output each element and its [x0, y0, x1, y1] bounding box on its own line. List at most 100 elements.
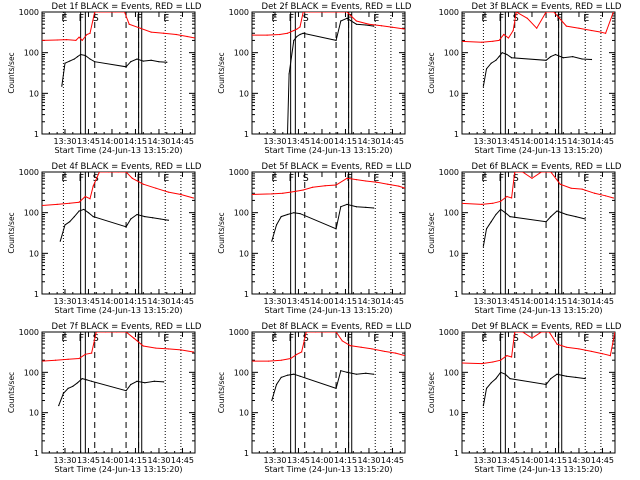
y-tick-label: 1	[244, 130, 249, 139]
series-point-events	[335, 39, 337, 42]
flag-label: F	[137, 173, 142, 184]
series-point-events	[509, 216, 511, 218]
x-tick-label: 14:45	[171, 297, 194, 306]
flag-label: F	[137, 333, 142, 344]
flag-label: S	[303, 13, 309, 24]
series-point-lld	[355, 20, 358, 22]
y-tick-label: 1	[454, 130, 459, 139]
x-tick-label: 13:45	[287, 137, 310, 146]
series-group	[462, 172, 615, 247]
y-axis-label: Counts/sec	[217, 372, 226, 413]
y-axis-label: Counts/sec	[427, 52, 436, 93]
series-point-lld	[65, 38, 68, 41]
series-point-lld	[56, 39, 58, 41]
series-point-lld	[95, 332, 97, 333]
series-point-lld	[94, 12, 96, 13]
series-point-events	[163, 381, 165, 383]
series-point-lld	[105, 332, 107, 333]
series-point-lld	[180, 349, 182, 351]
series-point-events	[166, 61, 168, 63]
series-point-lld	[514, 172, 516, 173]
y-tick-label: 10	[239, 409, 249, 418]
series-point-lld	[614, 332, 615, 333]
series-point-lld	[54, 359, 57, 361]
series-point-events	[556, 373, 558, 375]
series-point-events	[136, 213, 138, 216]
x-tick-label: 14:00	[310, 297, 333, 306]
series-point-lld	[565, 346, 568, 348]
series-point-events	[136, 380, 138, 382]
y-tick-label: 10	[449, 249, 459, 258]
y-tick-label: 1000	[439, 8, 459, 17]
series-point-lld	[387, 183, 389, 185]
series-point-lld	[404, 187, 405, 189]
y-tick-label: 1	[454, 290, 459, 299]
series-point-lld	[266, 34, 268, 36]
x-tick-label: 13:45	[497, 137, 520, 146]
series-point-lld	[302, 189, 304, 191]
panel-det-1: Det 1f BLACK = Events, RED = LLD 1 10 100 10…	[7, 2, 202, 155]
flag-label: E	[61, 173, 67, 184]
flag-label: E	[373, 333, 379, 344]
series-point-lld	[500, 359, 502, 361]
y-tick-label: 1	[454, 449, 459, 458]
series-point-lld	[506, 354, 508, 357]
series-point-events	[340, 206, 342, 208]
series-point-events	[58, 404, 60, 407]
series-point-events	[64, 224, 66, 226]
series-point-lld	[155, 347, 157, 349]
series-point-events	[373, 207, 375, 209]
flag-label: E	[163, 173, 169, 184]
y-tick-label: 1	[244, 290, 249, 299]
y-tick-label: 1	[34, 130, 39, 139]
flag-label: E	[373, 13, 379, 24]
y-tick-label: 100	[444, 209, 459, 218]
series-point-lld	[503, 33, 505, 36]
series-point-events	[355, 23, 358, 25]
series-point-events	[153, 380, 155, 382]
series-line-events	[482, 371, 586, 406]
series-point-lld	[612, 12, 615, 13]
flag-label: E	[61, 333, 67, 344]
x-tick-label: 13:45	[287, 456, 310, 465]
series-point-events	[355, 373, 358, 375]
series-point-lld	[380, 25, 383, 27]
series-point-lld	[556, 343, 558, 345]
series-point-events	[482, 404, 485, 407]
series-point-lld	[511, 197, 513, 199]
series-point-events	[495, 59, 497, 61]
series-point-events	[335, 387, 337, 389]
series-line-lld	[462, 12, 614, 43]
series-point-lld	[498, 39, 500, 42]
series-point-lld	[337, 12, 339, 13]
series-group	[252, 12, 405, 134]
series-point-lld	[594, 192, 596, 194]
x-tick-label: 14:00	[310, 456, 333, 465]
x-tick-label: 14:00	[100, 297, 123, 306]
series-point-lld	[290, 191, 292, 193]
panel-det-4: Det 4f BLACK = Events, RED = LLD 1 10 100 10…	[7, 162, 202, 315]
x-tick-label: 14:00	[520, 297, 543, 306]
series-point-lld	[89, 32, 91, 34]
series-point-lld	[515, 12, 517, 13]
y-tick-label: 100	[234, 209, 249, 218]
series-group	[42, 12, 195, 87]
flag-label: S	[93, 13, 99, 24]
series-point-events	[504, 373, 506, 375]
x-tick-label: 14:30	[357, 137, 380, 146]
flag-label: F	[347, 333, 352, 344]
series-point-lld	[612, 197, 615, 199]
series-point-lld	[324, 185, 326, 187]
series-point-events	[73, 58, 75, 60]
series-point-events	[584, 218, 586, 220]
series-point-events	[504, 212, 506, 214]
panel-title: Det 8f BLACK = Events, RED = LLD	[262, 322, 412, 332]
series-point-lld	[492, 40, 494, 42]
series-point-lld	[481, 203, 483, 205]
flag-label: S	[513, 13, 519, 24]
series-point-events	[293, 39, 295, 42]
series-point-events	[500, 208, 502, 211]
series-point-lld	[78, 201, 80, 203]
series-point-events	[275, 383, 278, 386]
